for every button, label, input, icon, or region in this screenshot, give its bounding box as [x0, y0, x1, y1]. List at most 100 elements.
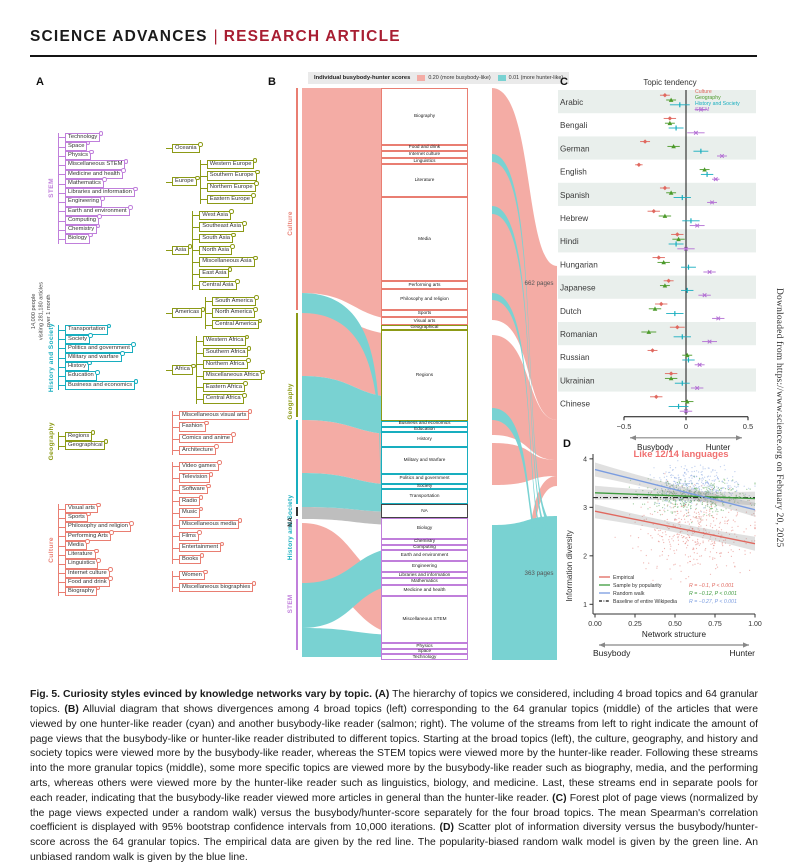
alluvial-node-label: Linguistics	[413, 157, 436, 163]
scatter-point	[754, 526, 756, 528]
scatter-point	[672, 499, 674, 501]
scatter-point	[729, 492, 731, 494]
scatter-point	[657, 493, 659, 495]
x-tick-label: −0.5	[617, 422, 632, 431]
scatter-point	[683, 505, 685, 507]
scatter-point	[680, 570, 682, 572]
alluvial-node: Physics	[381, 643, 468, 649]
subtopic-group: Oceania	[166, 141, 272, 153]
regression-line	[594, 468, 756, 511]
scatter-point	[723, 464, 725, 466]
scatter-point	[681, 505, 683, 507]
scatter-point	[707, 493, 709, 495]
scatter-point	[681, 483, 683, 485]
culture-marker	[654, 394, 659, 399]
scatter-point	[668, 471, 670, 474]
scatter-point	[659, 509, 661, 511]
scatter-point	[728, 533, 731, 535]
scatter-point	[724, 469, 726, 471]
scatter-point	[727, 488, 729, 490]
x-tick-label: 0.50	[668, 621, 682, 628]
scatter-point	[713, 483, 715, 485]
stem-marker	[695, 385, 700, 391]
scatter-point	[670, 476, 672, 478]
scatter-point	[716, 489, 718, 491]
busybody-label: Busybody	[637, 443, 674, 452]
scatter-point	[737, 486, 739, 488]
scatter-point	[704, 476, 706, 478]
scatter-point	[730, 509, 732, 511]
scatter-point	[665, 500, 667, 502]
scatter-point	[669, 568, 671, 570]
topic-box: History	[58, 360, 93, 372]
scatter-point	[713, 479, 715, 481]
scatter-point	[657, 533, 659, 535]
scatter-point	[717, 476, 719, 478]
subtopic-list: South America North America Central Americ…	[205, 295, 272, 330]
topic-box: Miscellaneous visual arts	[172, 409, 253, 420]
scatter-point	[714, 479, 717, 481]
scatter-point	[682, 474, 684, 476]
alluvial-node-label: Visual arts	[413, 317, 436, 323]
stem-marker	[707, 339, 712, 344]
na-stream	[302, 507, 407, 525]
topic-box: Libraries and information	[59, 186, 138, 198]
scatter-point	[659, 491, 661, 493]
scatter-point	[736, 514, 738, 516]
scatter-point	[693, 470, 695, 472]
scatter-point	[666, 526, 668, 528]
scatter-point	[692, 539, 694, 541]
alluvial-node-label: Sports	[417, 310, 432, 316]
correlation-stat: R = −0.1, P < 0.001	[689, 583, 734, 589]
scatter-point	[720, 493, 722, 495]
subtopic-list: Women Miscellaneous biographies	[172, 569, 272, 592]
scatter-point	[683, 472, 686, 474]
caption-segment: (C)	[552, 792, 567, 804]
axis-band-label: STEM	[287, 593, 294, 613]
scatter-point	[718, 526, 720, 528]
panel-b-alluvial: Individual busybody-hunter scores 0.20 (…	[278, 72, 570, 662]
scatter-point	[690, 489, 692, 491]
broad-topic-axis-band: STEM	[280, 519, 298, 650]
scatter-point	[718, 480, 720, 482]
subtopic-list: Video games Television Software Radio Music M…	[172, 460, 272, 565]
caption-segment: Fig. 5. Curiosity styles evinced by know…	[30, 689, 375, 701]
scatter-point	[654, 496, 657, 498]
scatter-point	[733, 498, 735, 500]
x-tick-label: 0.75	[708, 621, 722, 628]
legend-label: Baseline of entire Wikipedia	[613, 599, 677, 605]
scatter-point	[709, 509, 711, 511]
scatter-point	[663, 547, 666, 550]
scatter-point	[726, 477, 728, 479]
subtopic-list: Western Europe Southern Europe Northern Eu…	[199, 158, 272, 204]
scatter-point	[730, 486, 732, 488]
scatter-point	[691, 502, 693, 504]
scatter-point	[698, 523, 700, 525]
scatter-point	[710, 505, 712, 507]
scatter-point	[729, 544, 731, 547]
scatter-point	[688, 480, 690, 482]
panel-c-legend-entry: Culture	[695, 89, 712, 95]
scatter-point	[706, 480, 708, 482]
scatter-point	[723, 478, 725, 480]
scatter-point	[668, 483, 670, 485]
scatter-point	[700, 525, 702, 527]
scatter-point	[715, 504, 717, 506]
geography-marker	[684, 352, 690, 358]
scatter-point	[674, 505, 676, 507]
legend-label: Random walk	[613, 591, 645, 597]
panel-d-letter: D	[563, 438, 571, 450]
caption-segment: Forest plot of page views (normalized by…	[30, 792, 758, 834]
scatter-point	[693, 486, 695, 488]
scatter-point	[714, 541, 716, 543]
scatter-point	[678, 534, 680, 536]
scatter-point	[730, 530, 733, 532]
row-stripe	[558, 136, 756, 160]
scatter-point	[668, 493, 670, 495]
scatter-point	[669, 464, 671, 467]
alluvial-node-label: Literature	[414, 177, 435, 183]
panel-a-letter: A	[36, 76, 44, 88]
scatter-point	[689, 491, 691, 493]
scatter-point	[690, 507, 692, 509]
scatter-point	[696, 470, 698, 472]
